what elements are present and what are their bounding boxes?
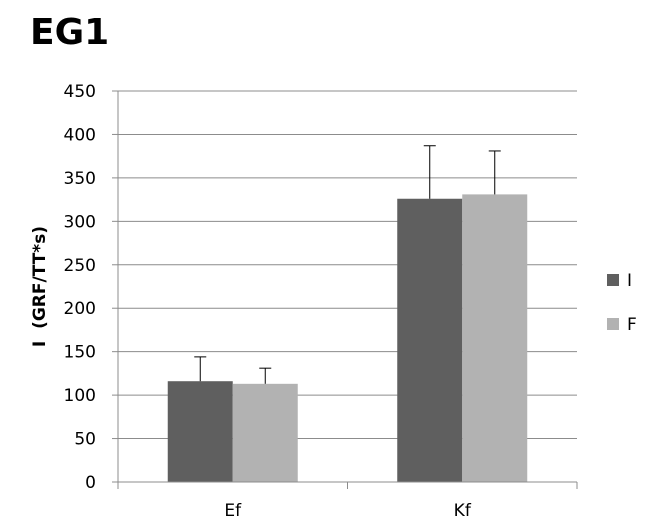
y-axis-label: I (GRF/TT*s) bbox=[30, 226, 50, 347]
error-bars bbox=[194, 145, 501, 384]
y-tick-label: 200 bbox=[64, 299, 96, 319]
bar-F-Kf bbox=[462, 194, 528, 483]
legend-swatch-F bbox=[607, 318, 619, 330]
bar-I-Kf bbox=[397, 198, 463, 482]
y-tick-label: 150 bbox=[64, 343, 96, 363]
axes bbox=[112, 90, 578, 489]
x-tick-labels: Ef Kf bbox=[224, 501, 471, 521]
legend-label-I: I bbox=[627, 271, 632, 291]
y-tick-label: 450 bbox=[64, 82, 96, 102]
y-tick-labels: 0 50 100 150 200 250 300 350 400 450 bbox=[64, 82, 96, 493]
y-tick-label: 0 bbox=[85, 473, 96, 493]
chart-title: EG1 bbox=[30, 12, 110, 53]
x-tick-label: Kf bbox=[454, 501, 472, 521]
legend-swatch-I bbox=[607, 274, 619, 286]
y-tick-label: 250 bbox=[64, 256, 96, 276]
legend: IF bbox=[607, 271, 637, 335]
y-tick-label: 300 bbox=[64, 212, 96, 232]
bar-I-Ef bbox=[167, 381, 233, 482]
y-tick-label: 400 bbox=[64, 125, 96, 145]
bar-F-Ef bbox=[232, 383, 298, 482]
y-tick-label: 100 bbox=[64, 386, 96, 406]
y-tick-label: 50 bbox=[74, 430, 96, 450]
y-tick-label: 350 bbox=[64, 169, 96, 189]
x-tick-label: Ef bbox=[224, 501, 242, 521]
bars bbox=[167, 194, 528, 483]
legend-label-F: F bbox=[627, 315, 637, 335]
